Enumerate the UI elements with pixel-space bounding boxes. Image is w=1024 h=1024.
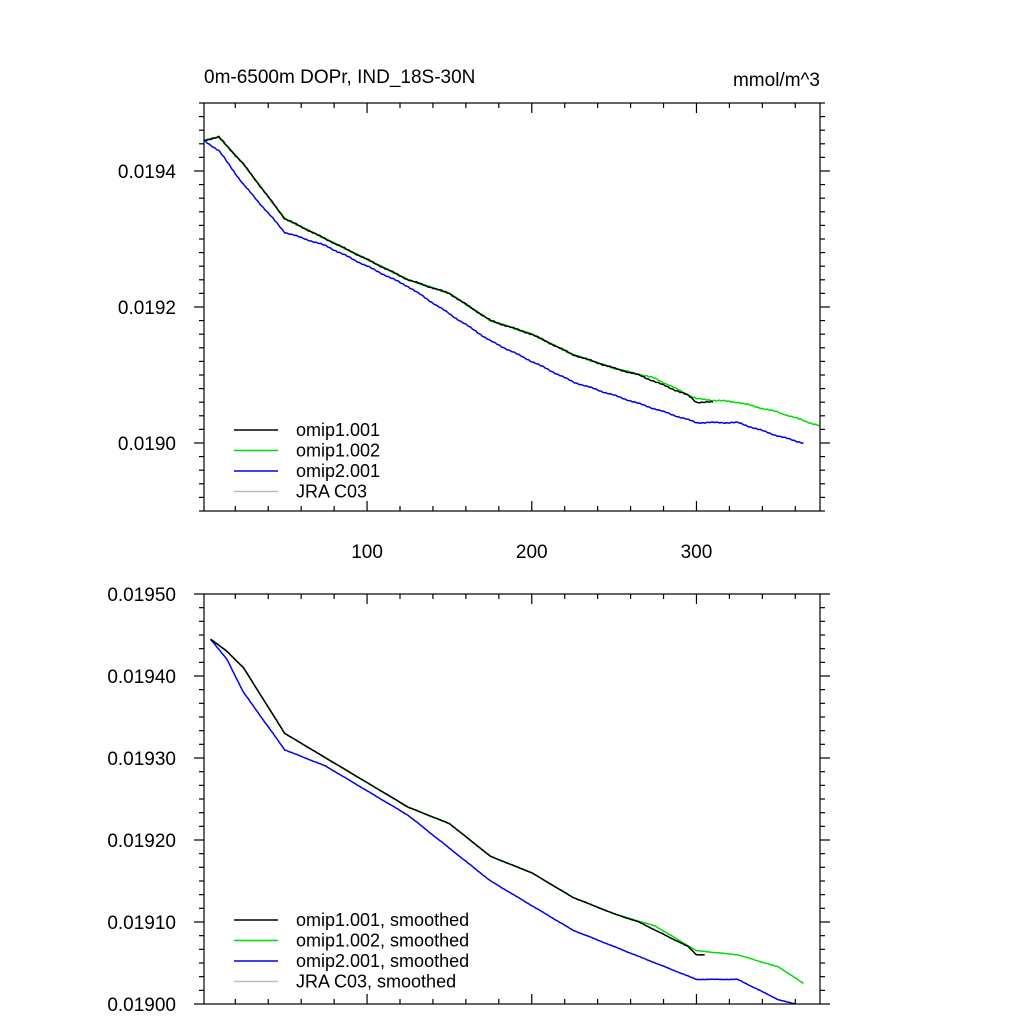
y-tick-label: 0.01950	[107, 585, 176, 606]
y-tick-label: 0.01920	[107, 831, 176, 852]
units-label: mmol/m^3	[733, 70, 820, 91]
bottom-panel: 0.01900 0.01910 0.01920 0.01930 0.01940 0.019…	[107, 585, 830, 1016]
legend-label: omip1.002	[296, 441, 380, 461]
legend-label: JRA C03, smoothed	[296, 972, 456, 992]
y-tick-label: 0.0194	[118, 162, 177, 183]
series-line-omip1-001-smoothed	[210, 638, 705, 956]
series-line-omip1-002	[203, 136, 821, 427]
x-tick-label: 100	[351, 542, 383, 563]
series-line-omip1-001	[203, 135, 714, 404]
y-tick-label: 0.01930	[107, 749, 176, 770]
bottom-panel-series	[209, 638, 804, 1005]
top-panel-ticks: 100 200 300 0.0190 0.0192 0.0194	[118, 102, 830, 563]
x-tick-label: 300	[681, 542, 713, 563]
legend-label: omip1.002, smoothed	[296, 931, 469, 951]
legend-label: omip1.001	[296, 420, 380, 440]
chart-title: 0m-6500m DOPr, IND_18S-30N	[204, 67, 475, 88]
legend-label: omip2.001	[296, 461, 380, 481]
x-tick-label: 200	[516, 542, 548, 563]
series-line-omip2-001	[203, 139, 804, 444]
top-panel: 0m-6500m DOPr, IND_18S-30N mmol/m^3 100 2…	[118, 67, 830, 563]
legend-label: omip2.001, smoothed	[296, 951, 469, 971]
bottom-panel-ticks: 0.01900 0.01910 0.01920 0.01930 0.01940 0.019…	[107, 585, 830, 1016]
y-tick-label: 0.01900	[107, 995, 176, 1016]
bottom-panel-frame	[203, 593, 821, 1005]
series-line-omip2-001-smoothed	[209, 638, 796, 1005]
y-tick-label: 0.0190	[118, 434, 176, 455]
top-panel-frame	[203, 102, 821, 512]
legend-label: omip1.001, smoothed	[296, 910, 469, 930]
top-panel-series	[203, 135, 821, 444]
y-tick-label: 0.01940	[107, 667, 176, 688]
y-tick-label: 0.01910	[107, 913, 176, 934]
legend-label: JRA C03	[296, 482, 367, 502]
y-tick-label: 0.0192	[118, 298, 176, 319]
